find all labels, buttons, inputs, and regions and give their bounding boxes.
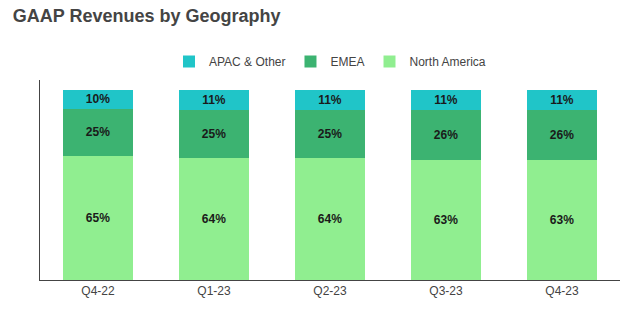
svg-text:11%: 11% xyxy=(434,93,458,107)
svg-text:APAC & Other: APAC & Other xyxy=(209,55,285,69)
svg-text:26%: 26% xyxy=(550,128,574,142)
svg-text:65%: 65% xyxy=(86,211,110,225)
svg-text:11%: 11% xyxy=(550,93,574,107)
svg-text:64%: 64% xyxy=(202,212,226,226)
svg-text:64%: 64% xyxy=(318,212,342,226)
svg-text:GAAP Revenues by Geography: GAAP Revenues by Geography xyxy=(13,6,281,26)
svg-text:EMEA: EMEA xyxy=(330,55,364,69)
svg-text:Q3-23: Q3-23 xyxy=(429,284,463,298)
svg-text:25%: 25% xyxy=(318,127,342,141)
svg-text:25%: 25% xyxy=(86,125,110,139)
svg-text:63%: 63% xyxy=(434,213,458,227)
svg-text:11%: 11% xyxy=(318,93,342,107)
svg-text:26%: 26% xyxy=(434,128,458,142)
svg-text:11%: 11% xyxy=(202,93,226,107)
svg-text:Q4-23: Q4-23 xyxy=(545,284,579,298)
svg-text:25%: 25% xyxy=(202,127,226,141)
svg-text:Q2-23: Q2-23 xyxy=(313,284,347,298)
svg-text:North America: North America xyxy=(410,55,486,69)
svg-text:Q4-22: Q4-22 xyxy=(81,284,115,298)
svg-text:Q1-23: Q1-23 xyxy=(197,284,231,298)
svg-text:63%: 63% xyxy=(550,213,574,227)
svg-text:10%: 10% xyxy=(86,92,110,106)
